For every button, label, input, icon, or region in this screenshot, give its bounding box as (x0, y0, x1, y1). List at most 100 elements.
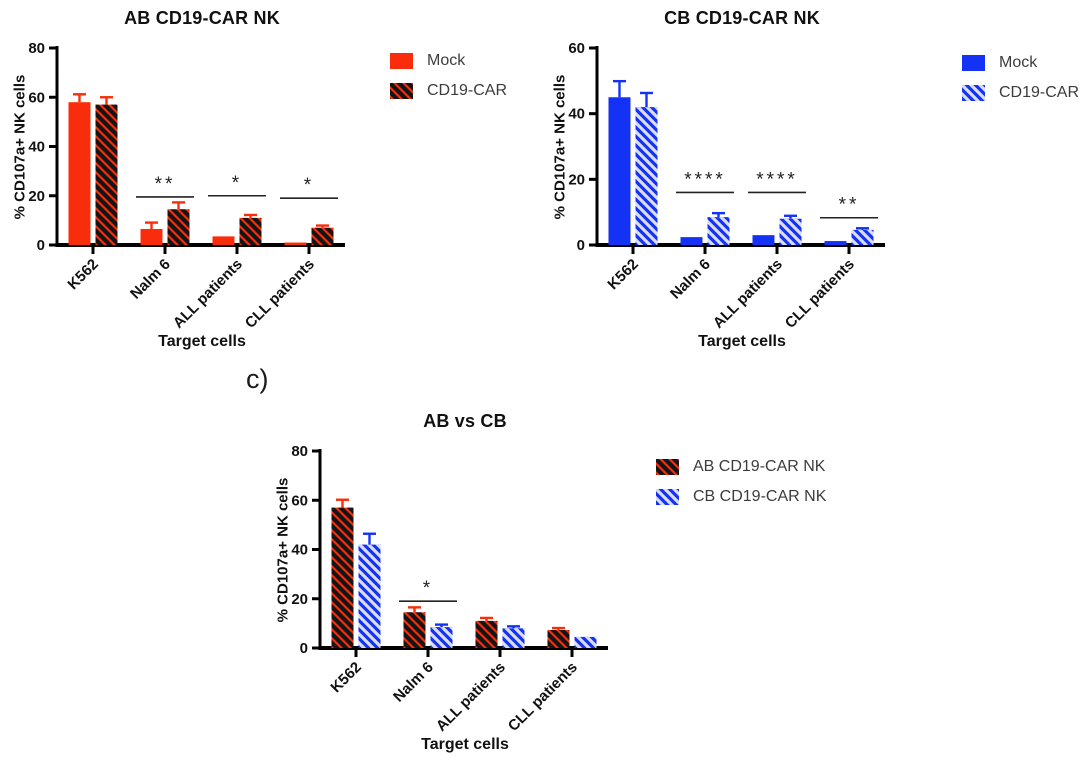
bar (608, 97, 631, 245)
legend-item-ab-cd19-car-nk: AB CD19-CAR NK (656, 458, 826, 476)
bar (68, 102, 91, 245)
legend-label: AB CD19-CAR NK (693, 458, 826, 475)
bar-hatch (635, 107, 658, 245)
category-label: CLL patients (242, 256, 318, 332)
y-tick-label: 60 (28, 89, 45, 106)
legend-label: Mock (999, 54, 1038, 71)
legend-abcb: AB CD19-CAR NK CB CD19-CAR NK (656, 458, 826, 518)
bar-hatch (779, 218, 802, 245)
y-tick-label: 40 (28, 139, 45, 156)
bar-hatch (574, 636, 597, 648)
legend-label: CB CD19-CAR NK (693, 488, 827, 505)
legend-swatch-fill (962, 55, 985, 71)
legend-item-cd19-car: CD19-CAR (962, 84, 1079, 102)
chart-title-cb: CB CD19-CAR NK (664, 8, 820, 28)
legend-swatch-hatch (656, 489, 679, 505)
legend-swatch-fill (390, 53, 413, 69)
legend-swatch (962, 55, 985, 71)
y-tick-label: 20 (291, 591, 308, 608)
chart-title-abcb: AB vs CB (423, 411, 507, 431)
bar-hatch (707, 217, 730, 245)
bar-hatch (475, 620, 498, 648)
bar-hatch (311, 227, 334, 245)
significance-label: **** (684, 169, 726, 190)
category-label: CLL patients (782, 256, 858, 332)
legend-swatch (390, 53, 413, 69)
significance-label: **** (756, 169, 798, 190)
legend-swatch-hatch (656, 459, 679, 475)
panel-cb-cd19-car-nk: CB CD19-CAR NK 0 20 40 60 K562 Nalm 6 ALL pati… (540, 0, 1080, 400)
bar-hatch (95, 104, 118, 245)
bar-hatch (358, 544, 381, 648)
legend-item-mock: Mock (390, 52, 507, 70)
y-tick-label: 0 (577, 237, 585, 254)
y-tick-label: 60 (291, 492, 308, 509)
legend-item-cb-cd19-car-nk: CB CD19-CAR NK (656, 488, 826, 506)
y-axis-label-cb: % CD107a+ NK cells (551, 74, 569, 220)
category-label: Nalm 6 (390, 659, 437, 706)
x-axis-label-ab: Target cells (158, 333, 246, 350)
y-axis-label-ab: % CD107a+ NK cells (11, 74, 29, 220)
category-label: Nalm 6 (127, 256, 174, 303)
legend-item-cd19-car: CD19-CAR (390, 82, 507, 100)
y-tick-label: 80 (28, 40, 45, 57)
legend-ab: Mock CD19-CAR (390, 52, 507, 112)
y-tick-label: 20 (28, 188, 45, 205)
significance-label: ** (155, 174, 176, 195)
bar (140, 228, 163, 245)
y-tick-label: 0 (300, 640, 308, 657)
significance-label: * (304, 175, 314, 196)
significance-label: ** (839, 195, 860, 216)
category-label: K562 (604, 256, 641, 293)
y-tick-label: 40 (568, 106, 585, 123)
legend-swatch-hatch (962, 85, 985, 101)
legend-label: CD19-CAR (999, 84, 1080, 101)
y-tick-label: 80 (291, 443, 308, 460)
bar (680, 237, 703, 245)
chart-box-ab: AB CD19-CAR NK 0 20 40 60 80 K562 Nalm 6 ALL pa… (0, 0, 380, 352)
y-axis-label-abcb: % CD107a+ NK cells (274, 477, 292, 623)
bar-hatch (167, 209, 190, 245)
legend-label: CD19-CAR (427, 82, 508, 99)
x-axis-label-cb: Target cells (698, 333, 786, 350)
category-label: Nalm 6 (667, 256, 714, 303)
bar-hatch (851, 229, 874, 245)
legend-swatch (656, 459, 679, 475)
bar-hatch (239, 217, 262, 245)
legend-item-mock: Mock (962, 54, 1079, 72)
x-axis-label-abcb: Target cells (421, 736, 509, 753)
y-tick-label: 20 (568, 171, 585, 188)
bar-hatch (547, 630, 570, 648)
significance-label: * (423, 578, 433, 599)
category-label: K562 (327, 659, 364, 696)
legend-label: Mock (427, 52, 466, 69)
bar (824, 241, 847, 245)
panel-ab-cd19-car-nk: AB CD19-CAR NK 0 20 40 60 80 K562 Nalm 6 ALL pa… (0, 0, 540, 400)
panel-label-c: c) (246, 364, 269, 394)
chart-box-abcb: AB vs CB 0 20 40 60 80 K562 Nalm 6 ALL patients… (263, 403, 643, 755)
chart-box-cb: CB CD19-CAR NK 0 20 40 60 K562 Nalm 6 ALL pati… (540, 0, 920, 352)
y-tick-label: 0 (37, 237, 45, 254)
bar (284, 242, 307, 245)
category-label: K562 (64, 256, 101, 293)
category-label: ALL patients (710, 256, 786, 332)
bar (212, 236, 235, 245)
category-label: CLL patients (505, 659, 581, 735)
significance-label: * (232, 173, 242, 194)
bar-hatch (502, 628, 525, 648)
legend-swatch (390, 83, 413, 99)
bar (752, 235, 775, 245)
panel-ab-vs-cb: AB vs CB 0 20 40 60 80 K562 Nalm 6 ALL patients… (0, 403, 1080, 760)
legend-cb: Mock CD19-CAR (962, 54, 1079, 114)
legend-swatch (962, 85, 985, 101)
y-tick-label: 40 (291, 542, 308, 559)
bar-hatch (331, 507, 354, 648)
bar-hatch (403, 612, 426, 648)
category-label: ALL patients (433, 659, 509, 735)
chart-title-ab: AB CD19-CAR NK (124, 8, 280, 28)
category-label: ALL patients (170, 256, 246, 332)
bar-hatch (430, 627, 453, 648)
